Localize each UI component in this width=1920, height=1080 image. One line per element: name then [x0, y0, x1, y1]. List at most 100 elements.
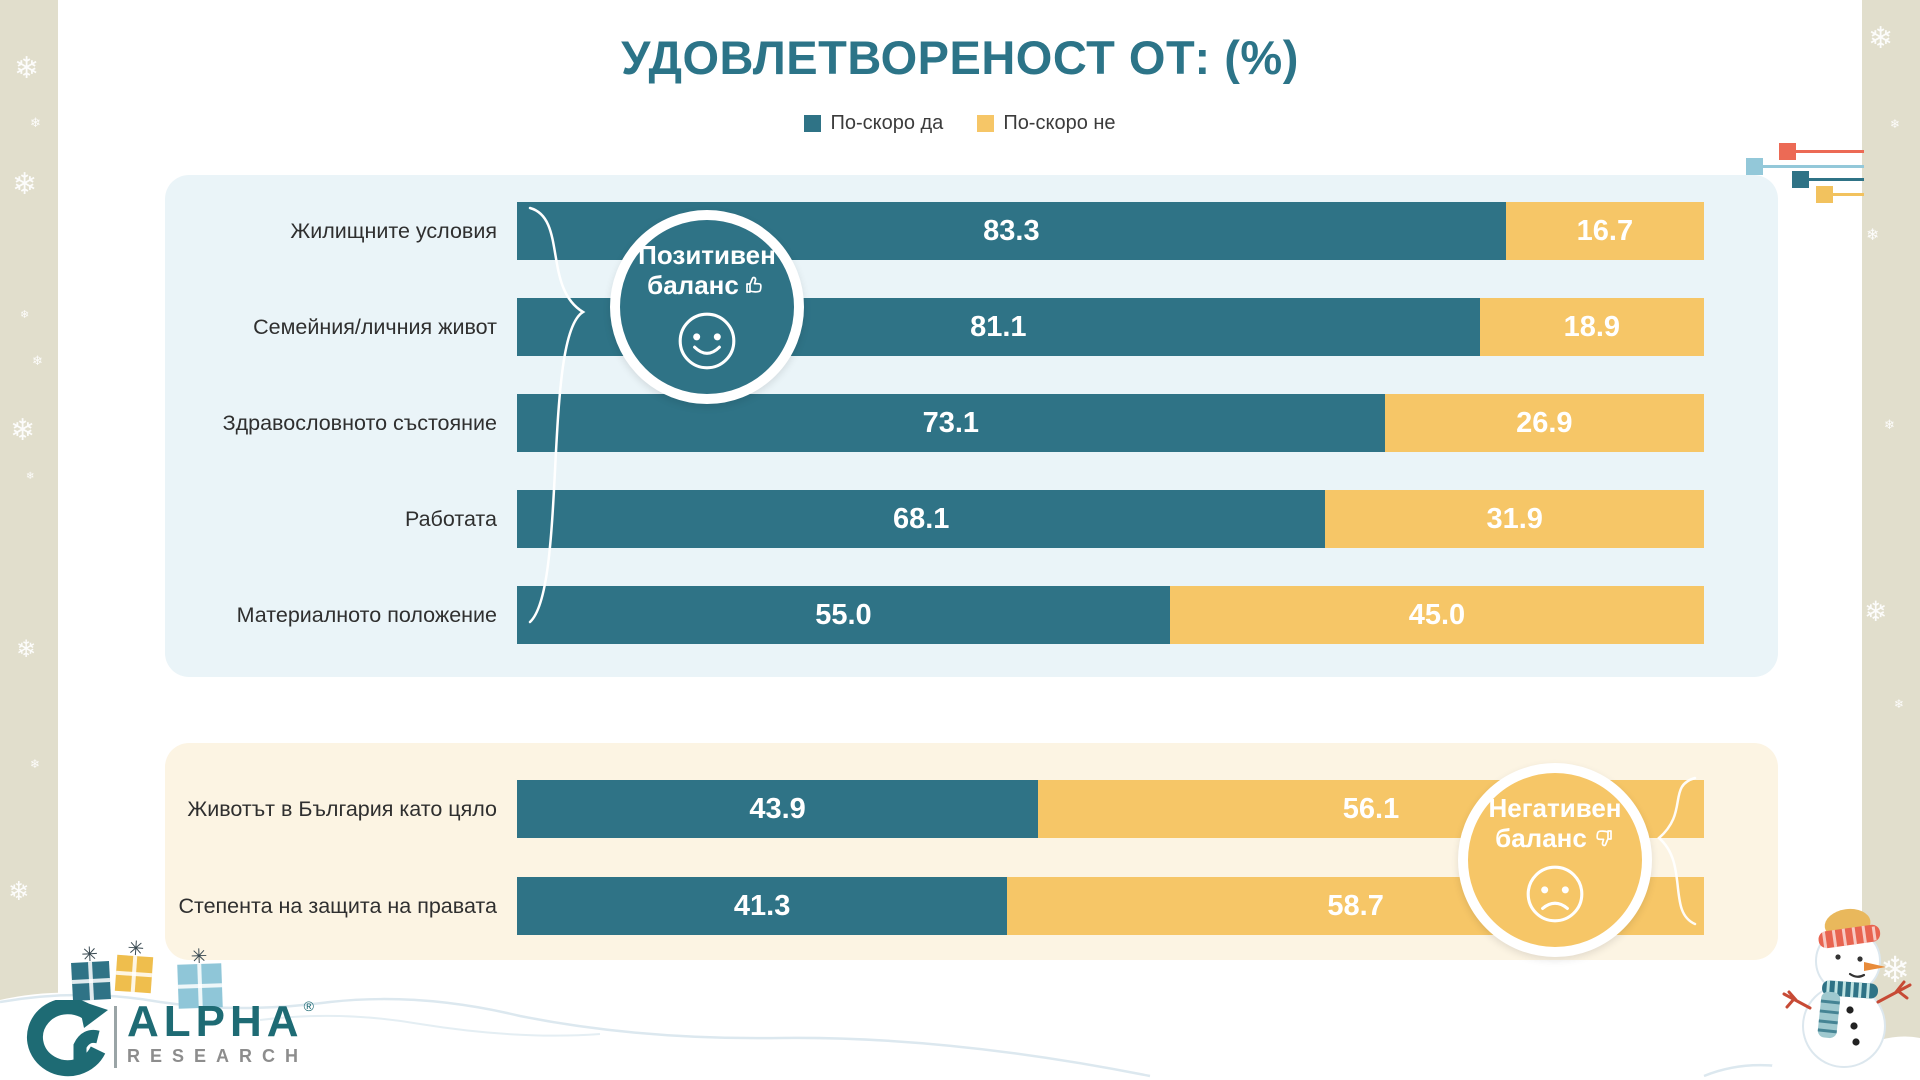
bar-row-label: Здравословното състояние: [222, 410, 497, 435]
logo-registered-mark: ®: [303, 998, 314, 1014]
snowflake-icon: ❄: [20, 309, 30, 321]
snowflake-icon: ❄: [1890, 117, 1901, 131]
chart-legend: По-скоро да По-скоро не: [0, 112, 1920, 135]
bar-row-label: Семейния/личния живот: [253, 314, 497, 339]
page-title: УДОВЛЕТВОРЕНОСТ ОТ: (%): [621, 31, 1299, 84]
thumbs-down-icon: [1596, 830, 1612, 847]
snowflake-icon: ❄: [10, 414, 36, 447]
bar-value: 16.7: [1576, 214, 1634, 247]
positive-balance-badge: Позитивен баланс: [610, 210, 804, 404]
right-decor-strip: [1862, 0, 1920, 1080]
badge-text: баланс: [1495, 823, 1587, 853]
legend-item: По-скоро не: [977, 112, 1116, 135]
corner-deco-square: [1816, 186, 1833, 203]
gift-box-icon: ✳: [114, 938, 154, 994]
bar-value: 68.1: [892, 502, 950, 535]
bar-value: 31.9: [1486, 502, 1543, 535]
bar-row-label: Жилищните условия: [290, 218, 497, 243]
snowflake-icon: ❄: [12, 168, 38, 201]
corner-deco-line: [1824, 193, 1864, 196]
snowflake-icon: ❄: [14, 52, 40, 85]
bar-value: 58.7: [1327, 889, 1384, 922]
bar-value: 83.3: [983, 214, 1040, 247]
left-decor-strip: [0, 0, 58, 1080]
bar-row: Семейния/личния живот 81.1 18.9: [165, 298, 1778, 356]
positive-group-brace: [528, 206, 586, 624]
bar-value: 55.0: [815, 598, 872, 631]
bar-track: 55.0 45.0: [517, 586, 1704, 644]
gift-ribbon-icon: ✳: [80, 943, 99, 967]
bar-row: Материалното положение 55.0 45.0: [165, 586, 1778, 644]
bar-row: Работата 68.1 31.9: [165, 490, 1778, 548]
positive-panel-rows: Жилищните условия 83.3 16.7 Семейния/личния…: [165, 175, 1778, 644]
snowflake-icon: ❄: [30, 757, 41, 771]
bar-segment-yes: 55.0: [517, 586, 1170, 644]
bar-value: 81.1: [970, 310, 1027, 343]
corner-deco-line: [1787, 150, 1864, 153]
snowflake-icon: ❄: [26, 471, 35, 482]
bar-row: Жилищните условия 83.3 16.7: [165, 202, 1778, 260]
logo-swoosh-icon: [26, 1000, 108, 1077]
smiley-face-icon: [678, 312, 736, 370]
gift-box: ✳: [114, 938, 154, 994]
bar-track: 73.1 26.9: [517, 394, 1704, 452]
badge-text: баланс: [647, 270, 739, 300]
snowflake-icon: ❄: [8, 876, 30, 906]
bar-segment-no: 31.9: [1325, 490, 1704, 548]
snowflake-icon: ❄: [1864, 596, 1888, 627]
bar-value: 73.1: [922, 406, 980, 439]
bar-row-label: Работата: [404, 506, 497, 531]
snow-drift-decoration: [0, 992, 1160, 1080]
bar-track: 68.1 31.9: [517, 490, 1704, 548]
badge-text: Позитивен: [638, 240, 776, 270]
gift-box: ✳: [71, 944, 111, 1001]
bar-row-label: Животът в България като цяло: [187, 796, 497, 821]
logo-alpha-text: ALPHA: [127, 997, 304, 1046]
bar-value: 43.9: [749, 792, 806, 825]
bar-segment-yes: 43.9: [517, 780, 1039, 838]
bar-segment-yes: 68.1: [517, 490, 1326, 548]
legend-swatch-icon: [977, 115, 995, 132]
gift-ribbon-icon: ✳: [126, 937, 145, 961]
bar-segment-no: 45.0: [1169, 586, 1704, 644]
bar-value: 18.9: [1563, 310, 1621, 343]
bar-row-label: Степента на защита на правата: [178, 893, 497, 918]
bar-value: 56.1: [1342, 792, 1400, 825]
legend-item: По-скоро да: [804, 112, 943, 135]
bar-segment-no: 18.9: [1479, 298, 1704, 356]
corner-deco-square: [1792, 171, 1809, 188]
badge-text: Негативен: [1488, 793, 1622, 823]
bar-segment-yes: 41.3: [517, 877, 1008, 935]
bar-value: 45.0: [1408, 598, 1466, 631]
snowman-decoration: [1772, 908, 1920, 1080]
snowflake-icon: ❄: [1866, 227, 1880, 244]
bar-segment-no: 26.9: [1384, 394, 1704, 452]
snowflake-icon: ❄: [32, 353, 43, 368]
bar-row: Здравословното състояние 73.1 26.9: [165, 394, 1778, 452]
corner-deco-square: [1746, 158, 1763, 175]
snowflake-icon: ❄: [30, 115, 41, 130]
corner-deco-square: [1779, 143, 1796, 160]
positive-balance-panel: Жилищните условия 83.3 16.7 Семейния/личния…: [165, 175, 1778, 677]
snowflake-icon: ❄: [1884, 417, 1895, 432]
corner-deco-line: [1754, 165, 1864, 168]
alpha-research-logo: ALPHA ® RESEARCH: [12, 997, 314, 1078]
snowflake-icon: ❄: [1868, 22, 1894, 55]
legend-label: По-скоро не: [1003, 112, 1116, 134]
snowflake-icon: ❄: [1894, 697, 1905, 711]
sad-face-icon: [1526, 865, 1584, 923]
thumbs-up-icon: [745, 276, 762, 293]
corner-deco-line: [1800, 178, 1864, 181]
gift-box-icon: ✳: [71, 944, 111, 1001]
negative-group-brace: [1657, 776, 1697, 926]
bar-value: 26.9: [1516, 406, 1573, 439]
bar-row-label: Материалното положение: [236, 602, 497, 627]
legend-swatch-icon: [804, 115, 822, 132]
snowflake-icon: ❄: [16, 636, 37, 663]
logo-divider: [114, 1006, 117, 1068]
legend-label: По-скоро да: [830, 112, 944, 134]
logo-research-text: RESEARCH: [127, 1046, 309, 1066]
bar-segment-no: 16.7: [1505, 202, 1704, 260]
gift-ribbon-icon: ✳: [190, 945, 208, 969]
